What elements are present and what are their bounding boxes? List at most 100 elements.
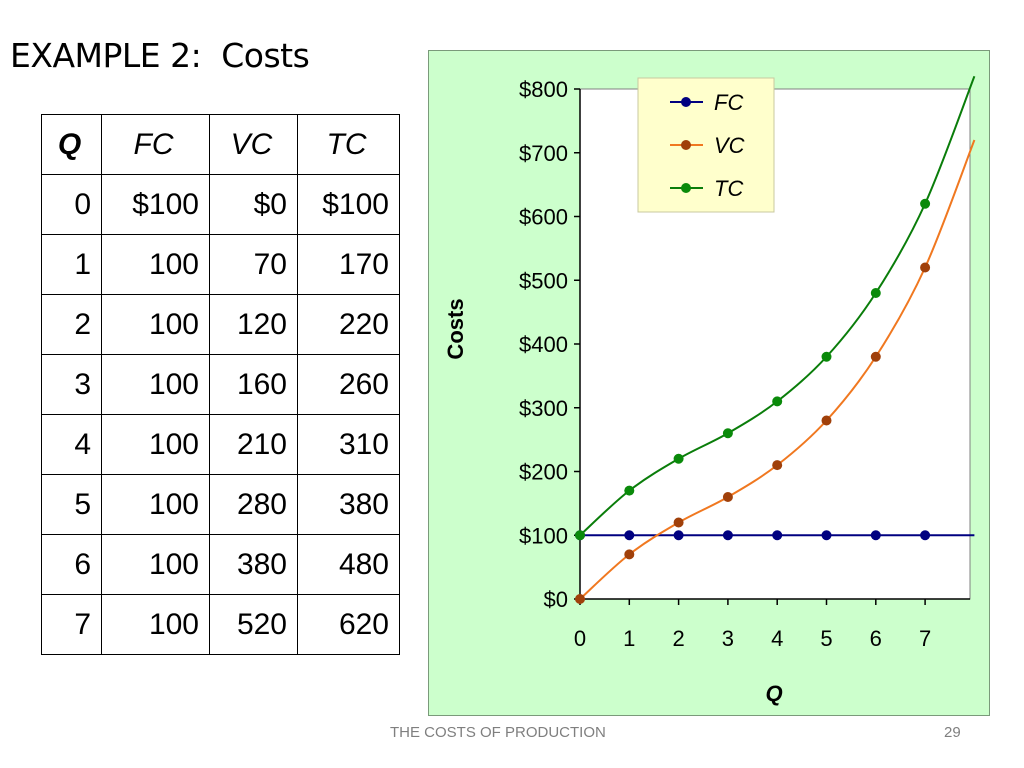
- table-row: 6 100 380 480: [41, 534, 400, 595]
- cell-q: 7: [41, 594, 102, 655]
- cell-tc: 260: [297, 354, 400, 415]
- tc-data-point: [722, 428, 733, 439]
- table-row: 5 100 280 380: [41, 474, 400, 535]
- y-tick-label: $0: [544, 587, 568, 612]
- fc-data-point: [722, 530, 733, 541]
- cost-table: Q FC VC TC 0 $100 $0 $100 1 100 70 170 2 100 120 22…: [41, 114, 400, 655]
- table-row: 1 100 70 170: [41, 234, 400, 295]
- page-number: 29: [944, 724, 961, 741]
- table-row: 4 100 210 310: [41, 414, 400, 475]
- x-tick-label: 0: [574, 626, 586, 651]
- header-q: Q: [41, 114, 102, 175]
- fc-data-point: [772, 530, 783, 541]
- cell-fc: 100: [101, 534, 210, 595]
- cell-fc: 100: [101, 414, 210, 475]
- fc-data-point: [920, 530, 931, 541]
- cell-vc: 380: [209, 534, 298, 595]
- cell-vc: $0: [209, 174, 298, 235]
- legend-box: [637, 77, 775, 213]
- cell-vc: 160: [209, 354, 298, 415]
- fc-legend-label: FC: [714, 90, 743, 115]
- table-row: 3 100 160 260: [41, 354, 400, 415]
- table-header-row: Q FC VC TC: [41, 114, 400, 175]
- table-row: 7 100 520 620: [41, 594, 400, 655]
- cell-vc: 280: [209, 474, 298, 535]
- cell-fc: 100: [101, 594, 210, 655]
- vc-data-point: [870, 351, 881, 362]
- cell-vc: 70: [209, 234, 298, 295]
- x-tick-label: 6: [870, 626, 882, 651]
- vc-data-point: [624, 549, 635, 560]
- tc-data-point: [575, 530, 585, 541]
- vc-data-point: [920, 262, 931, 273]
- slide-title: EXAMPLE 2: Costs: [10, 36, 310, 75]
- table-row: 0 $100 $0 $100: [41, 174, 400, 235]
- cell-tc: 220: [297, 294, 400, 355]
- cell-tc: 620: [297, 594, 400, 655]
- cell-fc: 100: [101, 474, 210, 535]
- chart-panel: $0 $100 $200 $300 $400 $500 $600 $700 $800 0 1 2 3 4 5…: [428, 50, 990, 716]
- tc-data-point: [772, 396, 783, 407]
- cell-fc: 100: [101, 354, 210, 415]
- tc-legend-label: TC: [714, 176, 743, 201]
- x-tick-label: 2: [672, 626, 684, 651]
- vc-legend-label: VC: [714, 133, 745, 158]
- cell-q: 1: [41, 234, 102, 295]
- fc-legend-marker: [681, 97, 691, 107]
- fc-data-point: [821, 530, 832, 541]
- cell-q: 3: [41, 354, 102, 415]
- header-tc: TC: [297, 114, 400, 175]
- cell-q: 5: [41, 474, 102, 535]
- y-tick-label: $700: [519, 141, 568, 166]
- cell-fc: $100: [101, 174, 210, 235]
- vc-data-point: [722, 492, 733, 502]
- x-tick-label: 7: [919, 626, 931, 651]
- y-tick-label: $400: [519, 332, 568, 357]
- fc-data-point: [870, 530, 881, 541]
- x-tick-label: 4: [771, 626, 783, 651]
- fc-data-point: [624, 530, 635, 541]
- x-tick-label: 1: [623, 626, 635, 651]
- cell-tc: 380: [297, 474, 400, 535]
- cell-tc: 480: [297, 534, 400, 595]
- tc-data-point: [870, 288, 881, 298]
- y-tick-label: $200: [519, 460, 568, 485]
- vc-legend-marker: [681, 140, 691, 150]
- cell-vc: 120: [209, 294, 298, 355]
- vc-data-point: [673, 517, 684, 528]
- vc-data-point: [772, 460, 783, 471]
- y-tick-label: $600: [519, 205, 568, 230]
- cell-fc: 100: [101, 234, 210, 295]
- cost-chart: $0 $100 $200 $300 $400 $500 $600 $700 $800 0 1 2 3 4 5…: [443, 75, 976, 706]
- cell-tc: $100: [297, 174, 400, 235]
- y-tick-label: $100: [519, 523, 568, 548]
- x-tick-label: 3: [722, 626, 734, 651]
- cell-fc: 100: [101, 294, 210, 355]
- cell-tc: 170: [297, 234, 400, 295]
- vc-data-point: [575, 594, 585, 604]
- tc-data-point: [821, 351, 832, 362]
- x-tick-label: 5: [820, 626, 832, 651]
- y-tick-label: $300: [519, 396, 568, 421]
- header-fc: FC: [101, 114, 210, 175]
- cell-q: 4: [41, 414, 102, 475]
- x-axis-label: Q: [765, 681, 782, 706]
- cell-q: 2: [41, 294, 102, 355]
- cell-vc: 520: [209, 594, 298, 655]
- tc-data-point: [673, 453, 684, 464]
- tc-legend-marker: [681, 183, 691, 193]
- y-axis-label: Costs: [443, 298, 468, 359]
- table-row: 2 100 120 220: [41, 294, 400, 355]
- cell-vc: 210: [209, 414, 298, 475]
- tc-data-point: [920, 198, 931, 209]
- cell-q: 6: [41, 534, 102, 595]
- y-tick-label: $800: [519, 77, 568, 102]
- cell-tc: 310: [297, 414, 400, 475]
- tc-data-point: [624, 485, 635, 496]
- header-vc: VC: [209, 114, 298, 175]
- y-tick-label: $500: [519, 268, 568, 293]
- fc-data-point: [673, 530, 684, 541]
- cell-q: 0: [41, 174, 102, 235]
- vc-data-point: [821, 415, 832, 426]
- footer-text: THE COSTS OF PRODUCTION: [390, 724, 606, 741]
